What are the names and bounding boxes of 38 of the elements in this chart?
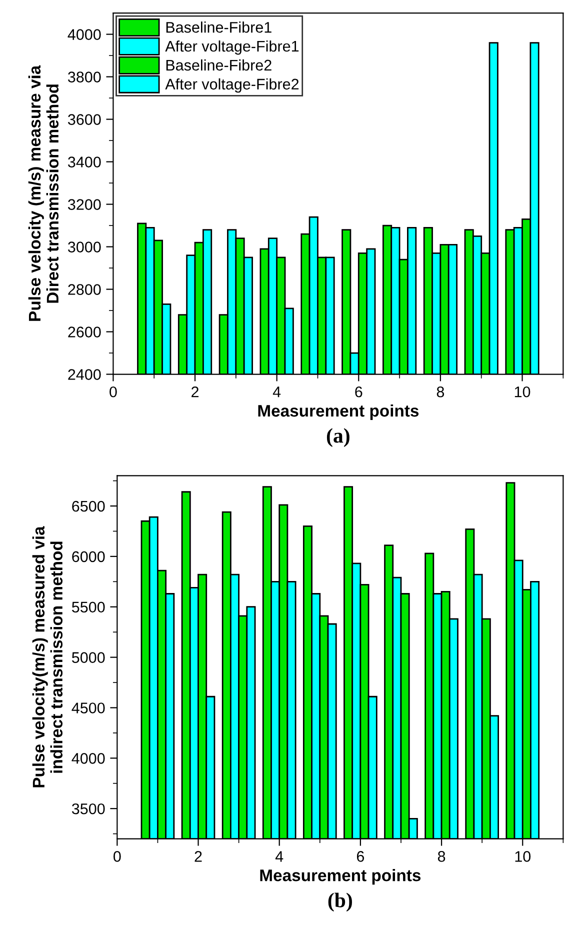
y-axis-title: Pulse velocity (m/s) measure via Direct transmission method [28, 65, 59, 321]
y-tick-label: 2800 [68, 284, 101, 295]
y-tick-label: 2600 [68, 326, 101, 338]
x-tick-label: 4 [272, 386, 281, 398]
y-tick-label: 3600 [68, 114, 101, 125]
y-tick-label: 6500 [72, 500, 105, 512]
x-tick-label: 8 [436, 386, 444, 398]
y-axis-title: Pulse velocity(m/s) measured via indirect transmission method [32, 526, 63, 788]
x-tick-label: 10 [514, 386, 530, 398]
x-tick-label: 6 [355, 386, 362, 398]
x-axis-title: Measurement points [258, 404, 419, 420]
y-tick-label: 6000 [72, 551, 105, 562]
legend-label: After voltage-Fibre2 [165, 78, 299, 93]
x-tick-label: 4 [275, 851, 284, 862]
y-tick-label: 5500 [72, 602, 105, 613]
x-tick-label: 2 [192, 386, 198, 398]
y-tick-label: 4500 [72, 702, 105, 714]
text: (a) [326, 428, 350, 448]
x-tick-label: 10 [515, 851, 531, 862]
text: (b) [328, 892, 352, 912]
legend-label: Baseline-Fibre1 [166, 22, 272, 33]
y-tick-label: 4000 [68, 29, 101, 40]
x-tick-label: 0 [110, 386, 117, 398]
y-tick-label: 5000 [72, 652, 105, 663]
y-tick-label: 3500 [72, 803, 105, 814]
x-tick-label: 0 [114, 851, 121, 862]
y-tick-label: 3800 [68, 72, 101, 82]
y-tick-label: 2400 [68, 369, 101, 380]
y-tick-label: 3000 [68, 242, 101, 252]
y-tick-label: 3400 [68, 156, 101, 168]
legend-label: Baseline-Fibre2 [166, 59, 272, 71]
y-tick-label: 4000 [72, 753, 105, 764]
x-tick-label: 8 [438, 851, 446, 862]
x-axis-title: Measurement points [260, 869, 421, 885]
legend-label: After voltage-Fibre1 [165, 40, 299, 55]
x-tick-label: 6 [356, 851, 364, 862]
y-tick-label: 3200 [68, 199, 101, 210]
x-tick-label: 2 [194, 851, 202, 862]
